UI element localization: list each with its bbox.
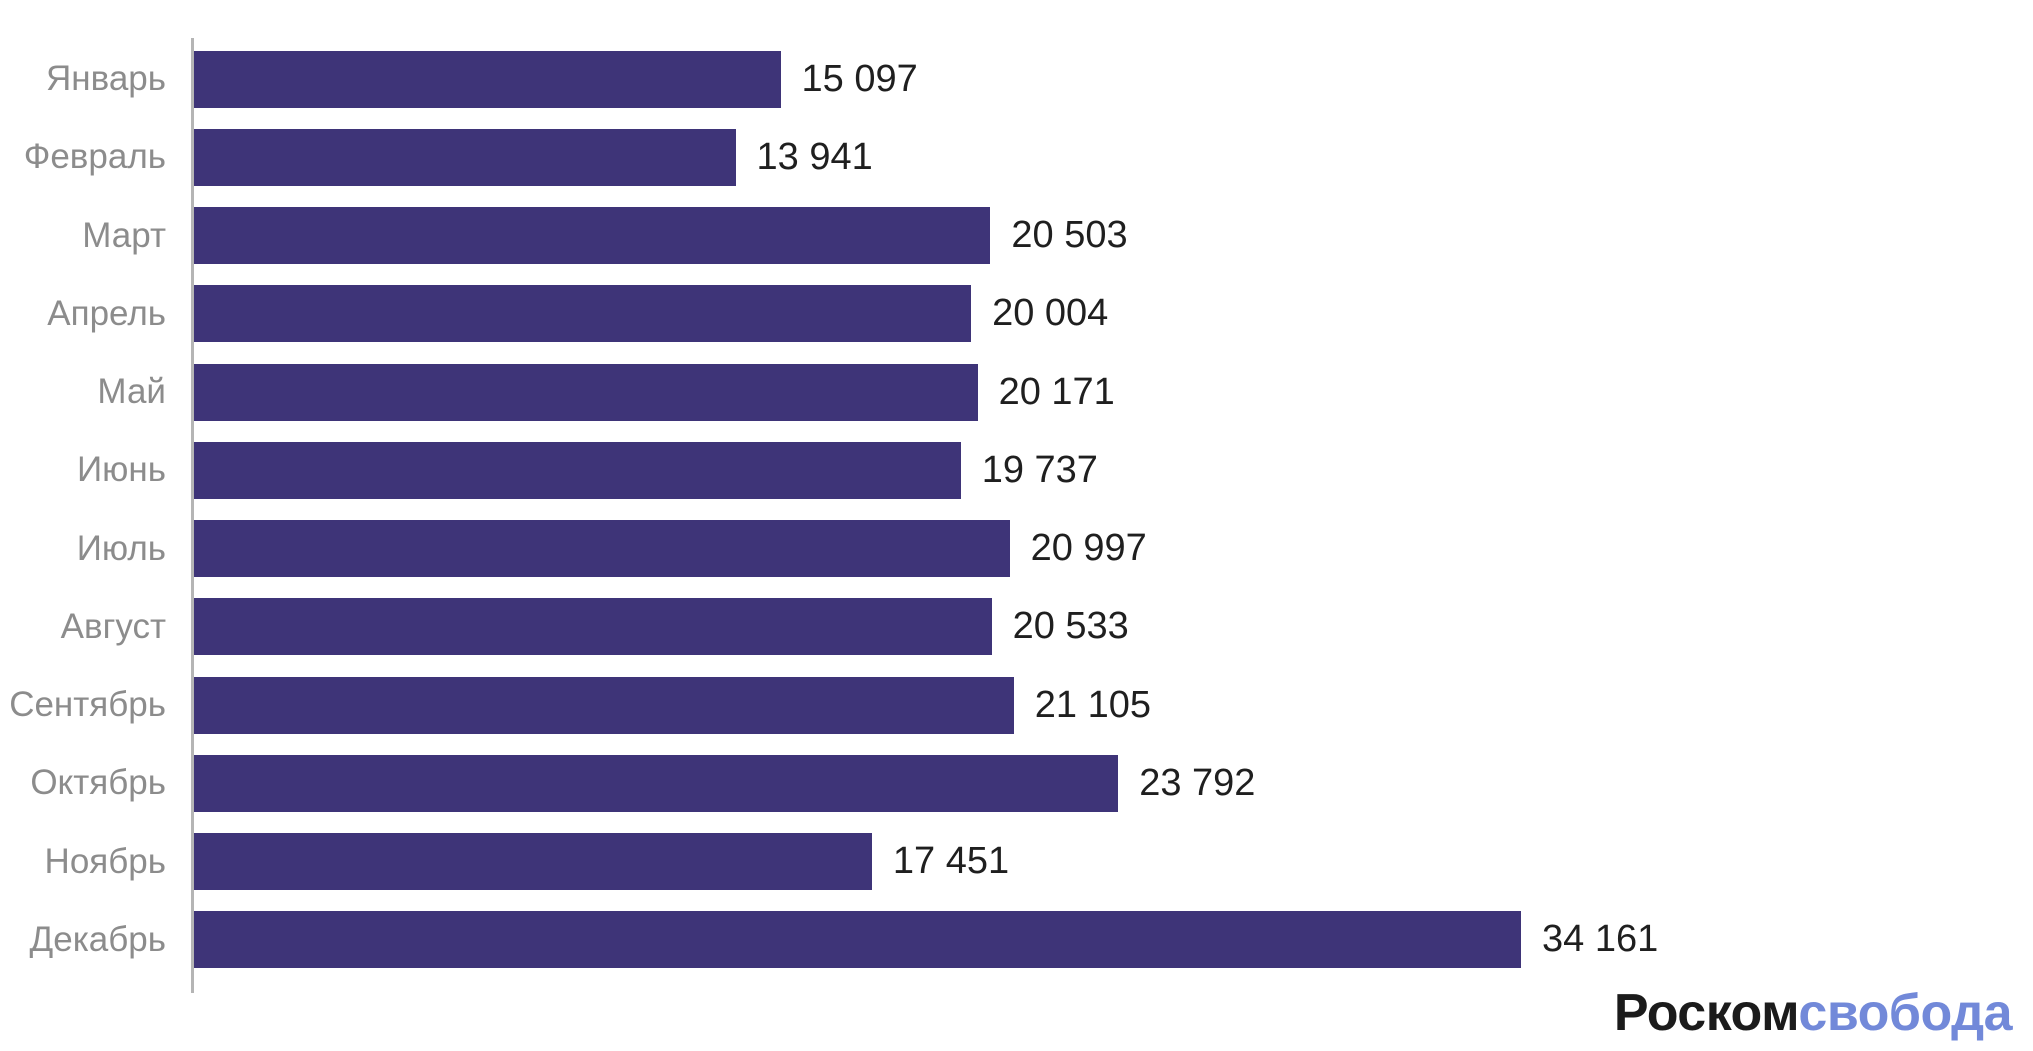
bar-track: 20 533 [194,598,2033,656]
bar [194,285,972,343]
bar [194,441,961,499]
category-label: Апрель [47,293,166,333]
value-label: 13 941 [756,135,873,178]
value-label: 21 105 [1034,683,1152,726]
bar-row: Май 20 171 [0,353,2033,431]
logo-text-blue: свобода [1798,984,2012,1042]
roskomsvoboda-logo: Роскомсвобода [1613,983,2013,1043]
category-label: Июль [76,528,166,568]
value-label: 34 161 [1542,918,1659,961]
value-label: 23 792 [1139,761,1256,804]
bar [194,598,992,656]
bar [194,676,1014,734]
category-label: Декабрь [29,919,166,959]
category-label: Июнь [77,450,166,490]
category-label: Сентябрь [9,685,166,725]
bar-row: Апрель 20 004 [0,275,2033,353]
category-label: Май [97,372,166,412]
category-label: Октябрь [30,763,166,803]
bar-row: Декабрь 34 161 [0,901,2033,979]
bar-track: 20 997 [194,520,2033,578]
y-axis-line [191,38,194,993]
category-label: Март [82,215,166,255]
bar-track: 20 004 [194,285,2033,343]
bar-row: Февраль 13 941 [0,118,2033,196]
value-label: 20 503 [1011,214,1128,257]
value-label: 15 097 [801,57,918,100]
bar-row: Август 20 533 [0,588,2033,666]
bar [194,833,872,891]
value-label: 20 533 [1012,605,1129,648]
bar [194,207,991,265]
bar-row: Октябрь 23 792 [0,744,2033,822]
category-label: Февраль [23,137,166,177]
value-label: 20 997 [1030,527,1147,570]
bar-track: 23 792 [194,754,2033,812]
bar-track: 13 941 [194,128,2033,186]
bar-track: 20 503 [194,207,2033,265]
bar [194,754,1119,812]
bar-row: Январь 15 097 [0,40,2033,118]
bar [194,363,978,421]
bar [194,50,781,108]
value-label: 20 171 [998,370,1115,413]
value-label: 17 451 [892,840,1010,883]
bar-track: 20 171 [194,363,2033,421]
category-label: Август [60,606,166,646]
bar-row: Март 20 503 [0,197,2033,275]
bar [194,911,1521,969]
bar [194,520,1010,578]
bar-track: 15 097 [194,50,2033,108]
bar [194,128,736,186]
bar-track: 17 451 [194,833,2033,891]
bar-row: Июнь 19 737 [0,431,2033,509]
bar-row: Ноябрь 17 451 [0,823,2033,901]
value-label: 19 737 [981,448,1098,491]
bar-row: Сентябрь 21 105 [0,666,2033,744]
bar-track: 19 737 [194,441,2033,499]
value-label: 20 004 [992,292,1109,335]
logo-text-black: Роском [1613,984,1799,1042]
category-label: Ноябрь [44,841,166,881]
bar-row: Июль 20 997 [0,510,2033,588]
bar-track: 34 161 [194,911,2033,969]
category-label: Январь [46,59,166,99]
bar-chart: Январь 15 097 Февраль 13 941 Март 20 503 Апрел… [0,40,2033,979]
bar-track: 21 105 [194,676,2033,734]
